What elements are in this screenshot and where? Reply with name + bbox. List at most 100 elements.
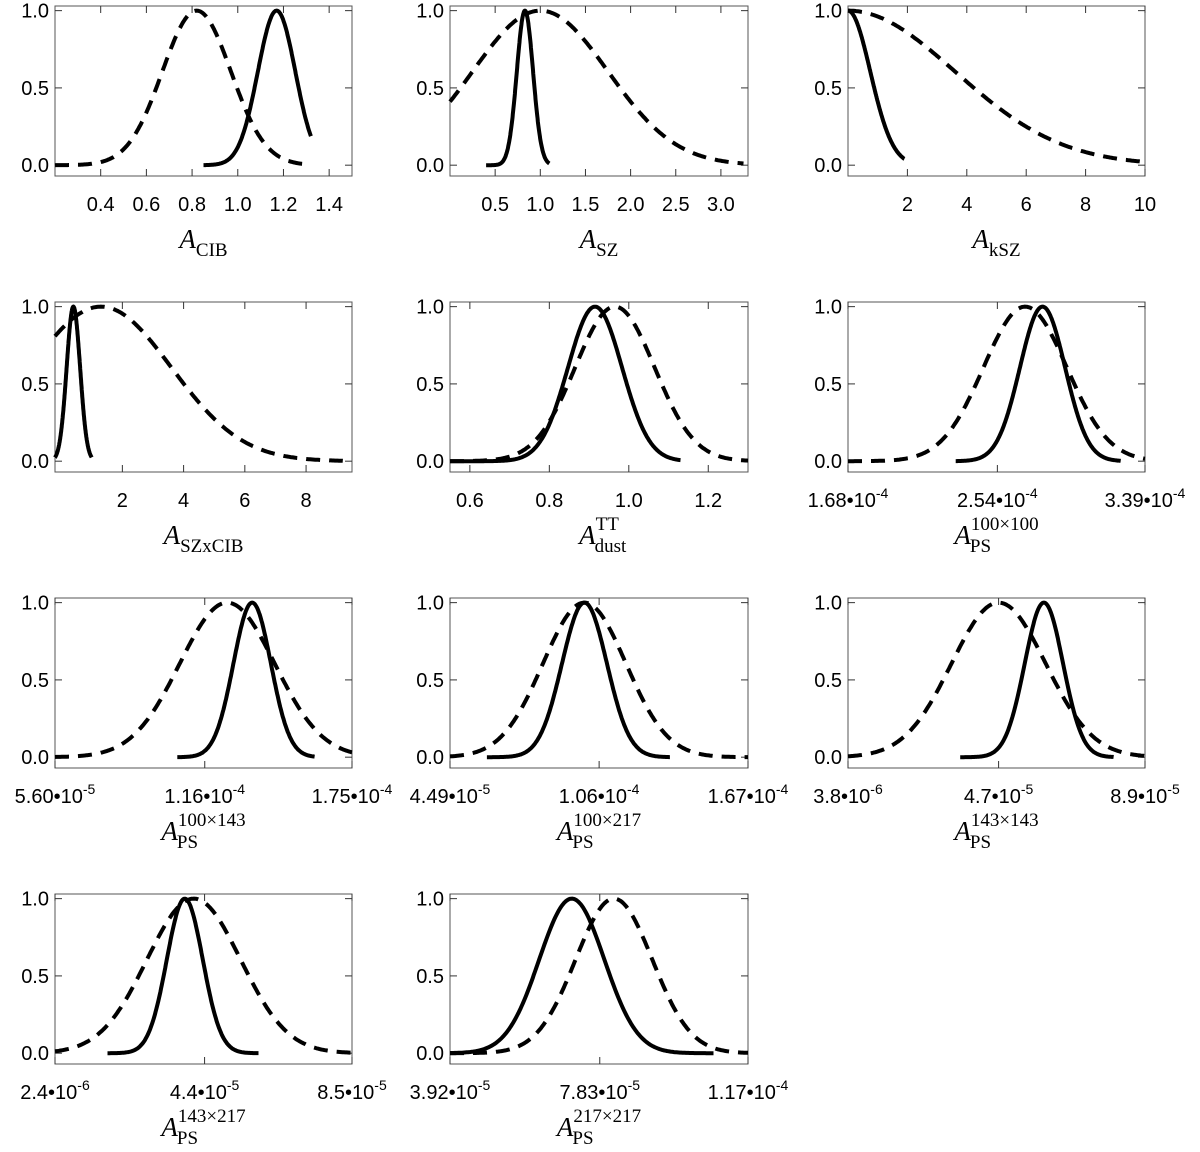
dashed-curve xyxy=(449,600,749,760)
panel-7: 0.0 0.5 1.0 5.60•10-5 1.16•10-4 1.75•10-4 A100… xyxy=(15,593,393,853)
solid-curve xyxy=(485,600,672,760)
y-tick-label: 1.0 xyxy=(814,593,842,615)
x-tick-label: 1.4 xyxy=(315,194,343,216)
y-tick-label: 1.0 xyxy=(416,297,444,319)
panel-11: 0.0 0.5 1.0 3.92•10-5 7.83•10-5 1.17•10-4 A217… xyxy=(410,889,789,1149)
x-tick-label: 8.9•10-5 xyxy=(1110,781,1180,808)
panel-3: 0.0 0.5 1.0 2 4 6 8 10 AkSZ xyxy=(814,1,1156,261)
x-axis-label: A217×217 xyxy=(555,1106,641,1142)
y-tick-label: 0.5 xyxy=(416,670,444,692)
x-tick-label: 3.8•10-6 xyxy=(813,781,883,808)
x-tick-label: 3.39•10-4 xyxy=(1105,485,1186,512)
x-axis-label: ATT xyxy=(577,514,619,550)
y-tick-label: 1.0 xyxy=(416,889,444,911)
x-axis-label: ASZxCIB xyxy=(162,520,244,557)
y-tick-label: 0.0 xyxy=(21,451,49,473)
x-tick-label: 1.2 xyxy=(270,194,298,216)
x-axis-label-subscript: PS xyxy=(572,832,593,853)
y-tick-label: 1.0 xyxy=(21,889,49,911)
x-axis-label: A100×100 xyxy=(952,514,1038,550)
x-tick-label: 10 xyxy=(1134,194,1156,216)
y-tick-label: 0.5 xyxy=(416,78,444,100)
plot-frame xyxy=(847,301,1146,473)
dashed-curve xyxy=(449,304,749,464)
x-axis-label: A143×217 xyxy=(159,1106,245,1142)
x-tick-label: 1.68•10-4 xyxy=(808,485,889,512)
plot-frame xyxy=(54,893,353,1065)
y-tick-label: 0.5 xyxy=(416,374,444,396)
y-tick-label: 1.0 xyxy=(21,593,49,615)
dashed-curve xyxy=(53,304,344,463)
dashed-curve xyxy=(448,8,745,166)
plot-frame xyxy=(449,5,749,177)
x-tick-label: 1.0 xyxy=(224,194,252,216)
y-tick-label: 0.0 xyxy=(21,155,49,177)
x-tick-label: 2 xyxy=(902,194,913,216)
y-tick-label: 0.0 xyxy=(416,747,444,769)
y-tick-label: 0.0 xyxy=(21,1043,49,1065)
solid-curve xyxy=(449,304,682,464)
y-tick-label: 1.0 xyxy=(416,1,444,23)
x-tick-label: 4.49•10-5 xyxy=(410,781,491,808)
panel-2: 0.0 0.5 1.0 0.5 1.0 1.5 2.0 2.5 3.0 ASZ xyxy=(416,1,749,261)
dashed-curve xyxy=(847,8,1146,164)
y-tick-label: 0.5 xyxy=(416,966,444,988)
x-tick-label: 1.0 xyxy=(615,490,643,512)
x-tick-label: 0.5 xyxy=(481,194,509,216)
x-tick-label: 0.8 xyxy=(178,194,206,216)
x-axis-label: A100×143 xyxy=(159,810,245,846)
y-tick-label: 0.0 xyxy=(416,155,444,177)
plot-frame xyxy=(847,5,1146,177)
x-tick-label: 0.4 xyxy=(87,194,115,216)
x-tick-label: 1.75•10-4 xyxy=(312,781,393,808)
x-axis-label-subscript: PS xyxy=(970,832,991,853)
x-axis-label-subscript: PS xyxy=(970,536,991,557)
plot-frame xyxy=(54,301,353,473)
x-tick-label: 1.17•10-4 xyxy=(708,1077,789,1104)
y-tick-label: 0.0 xyxy=(814,747,842,769)
x-tick-label: 8.5•10-5 xyxy=(317,1077,387,1104)
solid-curve xyxy=(106,896,260,1056)
x-tick-label: 6 xyxy=(1021,194,1032,216)
x-tick-label: 0.8 xyxy=(535,490,563,512)
x-tick-label: 1.5 xyxy=(572,194,600,216)
plot-frame xyxy=(449,301,749,473)
solid-curve xyxy=(846,8,907,161)
plot-frame xyxy=(449,893,749,1065)
y-tick-label: 0.5 xyxy=(21,966,49,988)
y-tick-label: 1.0 xyxy=(21,1,49,23)
x-tick-label: 1.0 xyxy=(526,194,554,216)
y-tick-label: 0.5 xyxy=(814,670,842,692)
dashed-curve xyxy=(847,600,1146,759)
y-tick-label: 1.0 xyxy=(814,1,842,23)
solid-curve xyxy=(175,600,316,760)
x-axis-label-subscript: PS xyxy=(177,832,198,853)
x-tick-label: 3.92•10-5 xyxy=(410,1077,491,1104)
x-tick-label: 4 xyxy=(961,194,972,216)
x-tick-label: 1.06•10-4 xyxy=(559,781,640,808)
dashed-curve xyxy=(54,896,353,1055)
x-tick-label: 0.6 xyxy=(456,490,484,512)
y-tick-label: 0.5 xyxy=(21,670,49,692)
x-tick-label: 7.83•10-5 xyxy=(559,1077,640,1104)
dashed-curve xyxy=(449,896,749,1056)
x-axis-label: A143×143 xyxy=(952,810,1038,846)
dashed-curve xyxy=(847,304,1146,464)
x-tick-label: 2.4•10-6 xyxy=(20,1077,90,1104)
x-axis-label-subscript: PS xyxy=(177,1128,198,1149)
y-tick-label: 0.5 xyxy=(21,78,49,100)
panel-6: 0.0 0.5 1.0 1.68•10-4 2.54•10-4 3.39•10-4 A100… xyxy=(808,297,1186,557)
x-axis-label: ACIB xyxy=(177,224,227,261)
panel-4: 0.0 0.5 1.0 2 4 6 8 ASZxCIB xyxy=(21,297,353,557)
plot-frame xyxy=(54,597,353,769)
x-tick-label: 1.67•10-4 xyxy=(708,781,789,808)
y-tick-label: 0.0 xyxy=(814,155,842,177)
x-tick-label: 8 xyxy=(301,490,312,512)
dashed-curve xyxy=(54,8,308,168)
panel-8: 0.0 0.5 1.0 4.49•10-5 1.06•10-4 1.67•10-4 A100… xyxy=(410,593,789,853)
x-tick-label: 5.60•10-5 xyxy=(15,781,96,808)
y-tick-label: 0.0 xyxy=(814,451,842,473)
panel-9: 0.0 0.5 1.0 3.8•10-6 4.7•10-5 8.9•10-5 A143×14… xyxy=(813,593,1180,853)
y-tick-label: 1.0 xyxy=(416,593,444,615)
